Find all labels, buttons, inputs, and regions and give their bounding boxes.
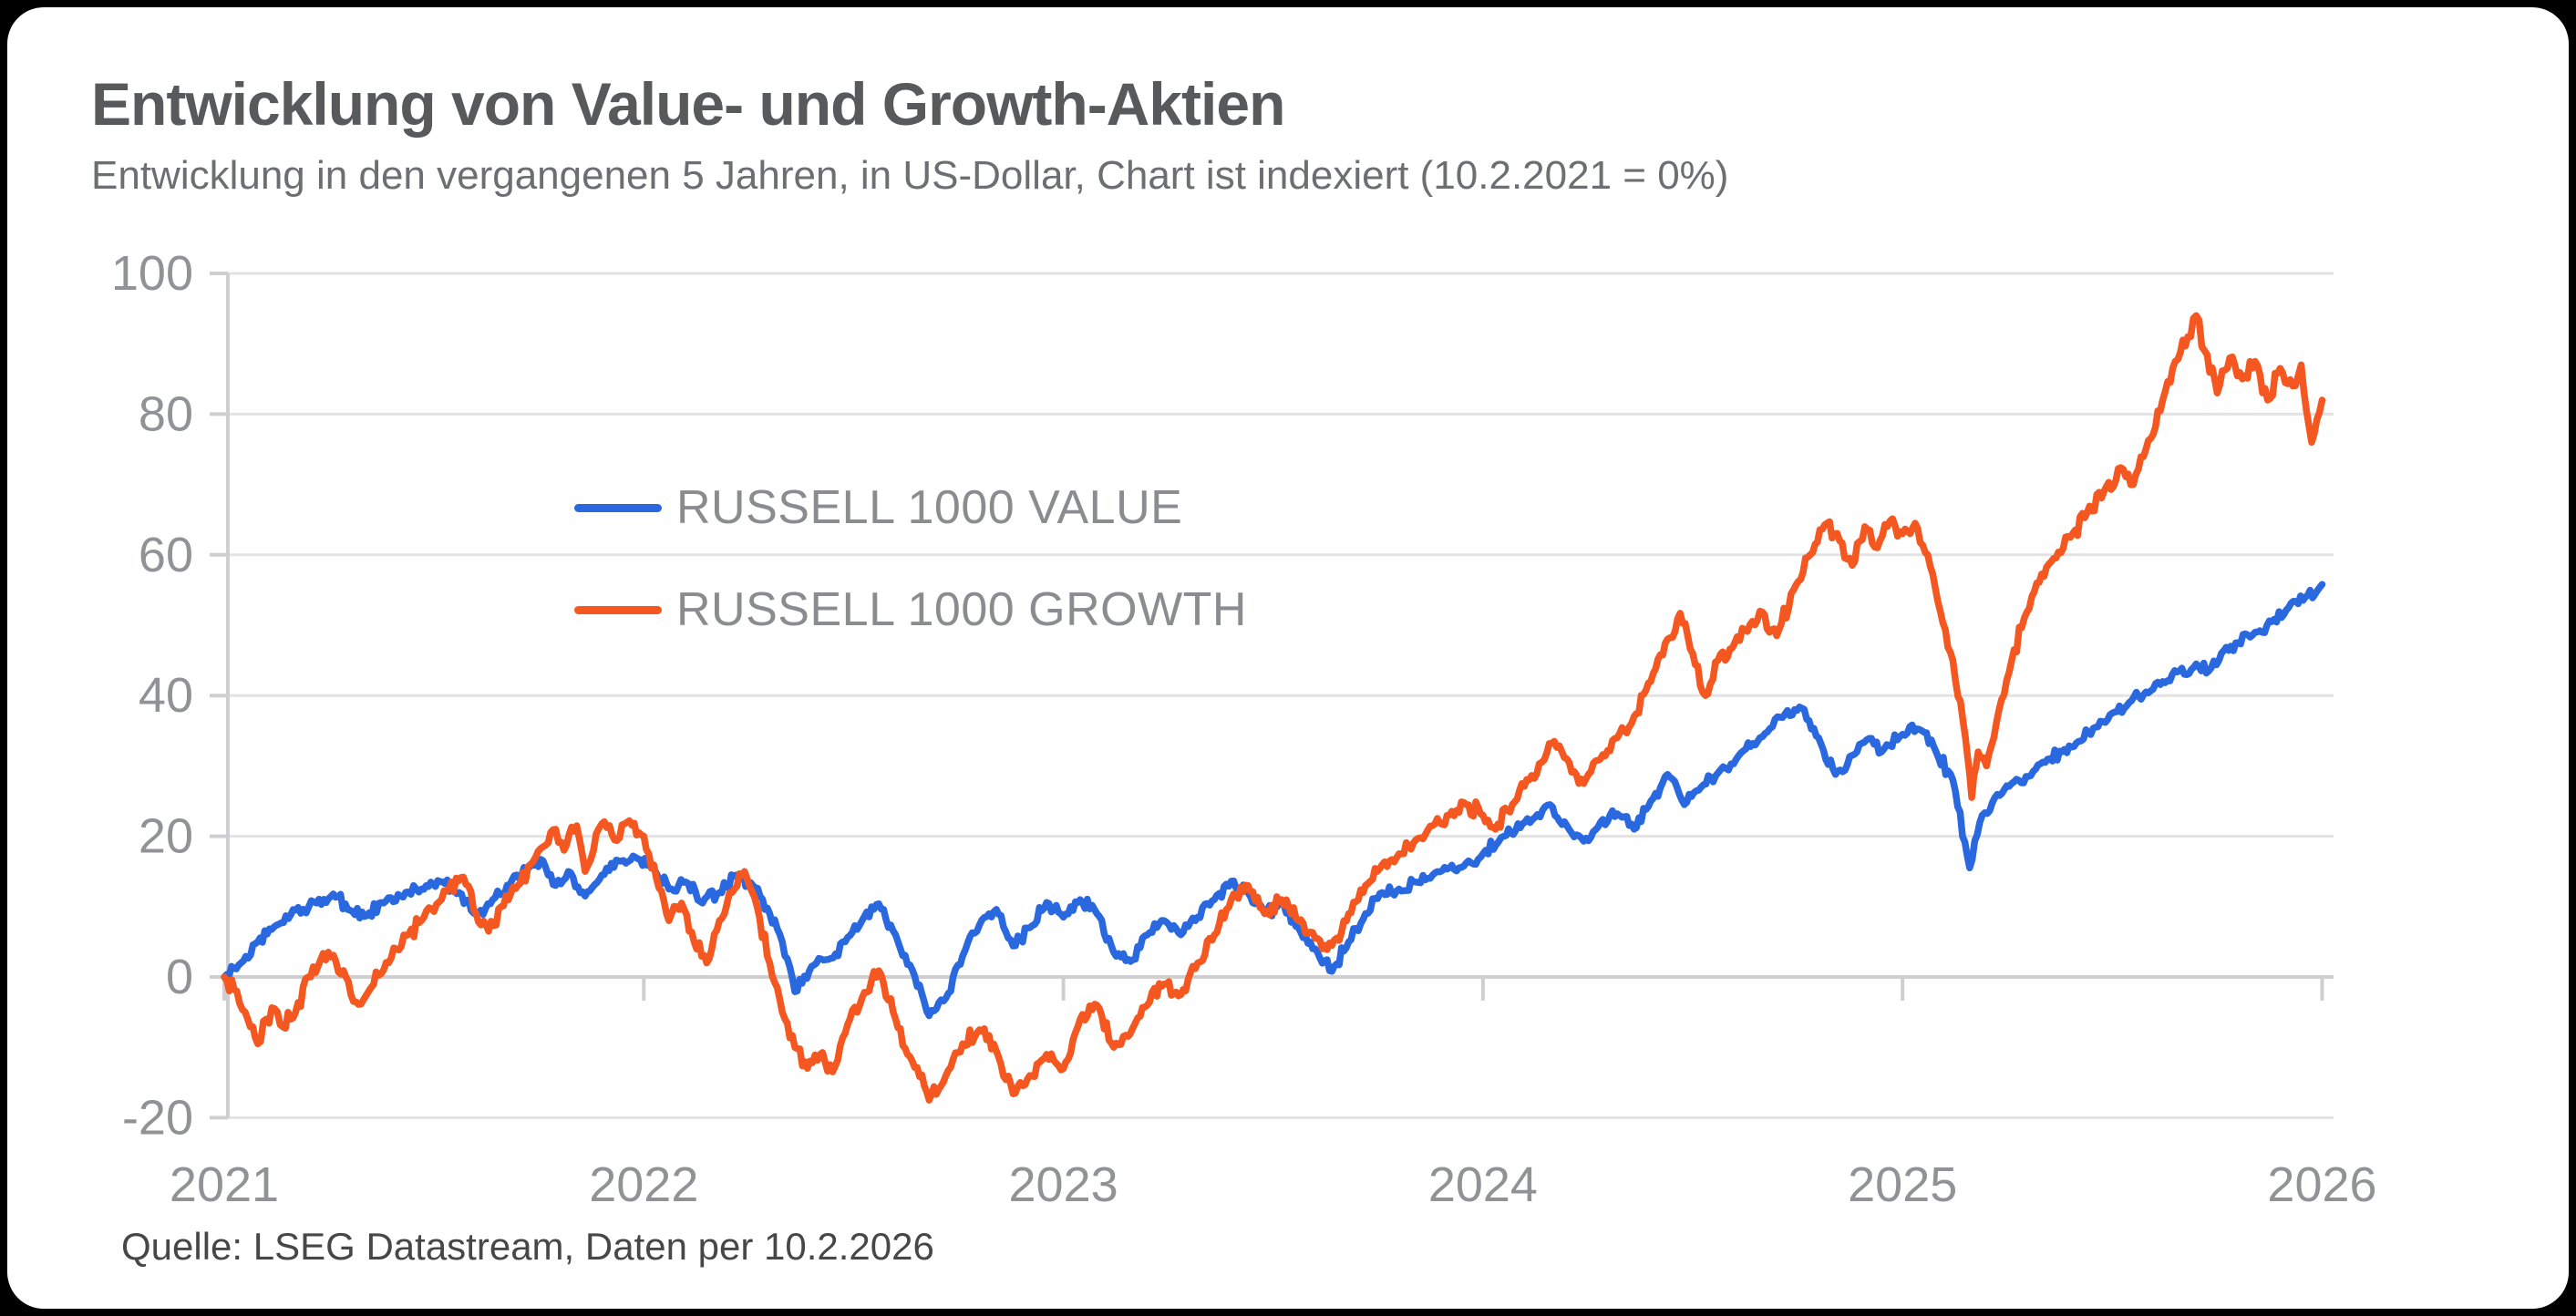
- page-subtitle: Entwicklung in den vergangenen 5 Jahren,…: [91, 153, 1729, 198]
- series-line-growth: [221, 312, 2326, 1104]
- legend-label-value: RUSSELL 1000 VALUE: [676, 481, 1183, 534]
- chart-card: [7, 7, 2569, 1309]
- y-axis-label-60: 60: [139, 528, 193, 582]
- y-axis-label-40: 40: [139, 668, 193, 723]
- y-axis-label--20: -20: [122, 1090, 193, 1145]
- x-axis-label-2024: 2024: [1428, 1157, 1538, 1212]
- source-note: Quelle: LSEG Datastream, Daten per 10.2.…: [121, 1225, 934, 1268]
- legend-label-growth: RUSSELL 1000 GROWTH: [676, 583, 1247, 636]
- y-axis-label-20: 20: [139, 809, 193, 864]
- y-axis-label-80: 80: [139, 386, 193, 441]
- legend-swatch-value-line: [574, 503, 662, 512]
- x-axis-label-2023: 2023: [1009, 1157, 1118, 1212]
- x-axis-label-2021: 2021: [170, 1157, 279, 1212]
- y-axis-label-100: 100: [111, 246, 193, 301]
- legend-swatch-growth-line: [574, 605, 662, 614]
- page-title: Entwicklung von Value- und Growth-Aktien: [91, 70, 1285, 138]
- legend-item-growth: RUSSELL 1000 GROWTH: [574, 581, 1247, 639]
- legend-item-value: RUSSELL 1000 VALUE: [574, 478, 1182, 537]
- y-axis-label-0: 0: [166, 950, 193, 1004]
- x-axis-label-2026: 2026: [2267, 1157, 2376, 1212]
- x-axis-label-2022: 2022: [589, 1157, 698, 1212]
- x-axis-label-2025: 2025: [1848, 1157, 1957, 1212]
